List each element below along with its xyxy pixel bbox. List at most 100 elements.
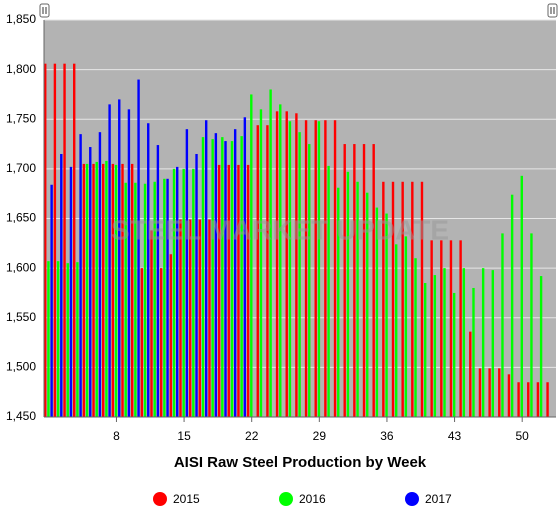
bar	[217, 164, 221, 417]
bar	[443, 268, 446, 417]
bar	[188, 219, 192, 417]
bar	[536, 382, 540, 417]
bar	[333, 120, 337, 418]
scroll-handle[interactable]	[39, 3, 50, 18]
bar	[214, 133, 218, 417]
bar	[227, 164, 230, 417]
y-tick-label: 1,850	[6, 12, 36, 26]
bar	[246, 164, 250, 417]
bar	[121, 163, 124, 417]
bar	[182, 168, 185, 417]
bar	[230, 141, 234, 417]
bar	[391, 181, 395, 417]
watermark: STEEL MARKET UPDATE	[111, 214, 449, 245]
bar	[517, 382, 520, 417]
y-tick-label: 1,550	[6, 310, 36, 324]
bar	[111, 163, 115, 417]
y-tick-label: 1,650	[6, 211, 36, 225]
bar	[507, 374, 511, 417]
bar	[243, 117, 247, 417]
bar	[185, 129, 189, 418]
bar	[198, 219, 201, 417]
bar	[195, 153, 198, 418]
bar	[539, 276, 543, 417]
x-tick-label: 29	[313, 429, 327, 443]
bar	[285, 111, 288, 417]
bar	[298, 132, 301, 417]
bar	[66, 263, 69, 417]
bar	[60, 153, 63, 418]
bar	[498, 368, 501, 417]
bar	[82, 163, 86, 417]
bar	[69, 166, 73, 417]
bar	[501, 233, 504, 417]
bar	[156, 145, 160, 417]
bar	[127, 109, 131, 417]
bar	[295, 113, 298, 418]
bar	[137, 79, 140, 418]
bar	[140, 268, 144, 417]
x-tick-label: 8	[113, 429, 120, 443]
bar	[423, 283, 427, 417]
bar	[124, 182, 127, 417]
legend-marker	[405, 492, 419, 506]
bar	[411, 181, 414, 417]
bar	[201, 137, 205, 418]
x-tick-label: 36	[380, 429, 394, 443]
bar	[147, 123, 150, 417]
bar	[546, 382, 549, 417]
bar	[279, 104, 282, 418]
bar	[50, 184, 53, 417]
bar	[233, 129, 237, 418]
bar	[53, 63, 57, 418]
bar	[224, 141, 227, 417]
bar	[153, 181, 156, 417]
bar	[469, 331, 472, 417]
bar	[510, 194, 514, 417]
y-tick-label: 1,450	[6, 409, 36, 423]
bar	[143, 183, 147, 417]
y-tick-label: 1,600	[6, 260, 36, 274]
bar	[92, 163, 95, 417]
bar	[105, 160, 108, 417]
bar	[159, 268, 163, 417]
bar	[488, 368, 491, 417]
bar	[385, 213, 388, 417]
bar	[343, 144, 346, 417]
bar	[256, 125, 259, 417]
bar	[440, 240, 443, 417]
y-tick-label: 1,800	[6, 62, 36, 76]
bar	[324, 120, 327, 418]
bar	[240, 136, 243, 417]
bar	[375, 207, 379, 417]
bar	[430, 240, 433, 417]
x-axis-label: AISI Raw Steel Production by Week	[174, 454, 427, 471]
bar	[79, 134, 82, 417]
bar	[134, 182, 137, 417]
bar	[382, 181, 385, 417]
bar	[179, 219, 182, 417]
legend-marker	[153, 492, 167, 506]
bar	[101, 163, 105, 417]
scroll-handle[interactable]	[547, 3, 558, 18]
x-tick-label: 43	[448, 429, 462, 443]
bar	[108, 104, 111, 418]
y-tick-label: 1,700	[6, 161, 36, 175]
legend-label: 2016	[299, 492, 326, 506]
bar	[63, 63, 66, 418]
bar	[266, 125, 269, 417]
bar	[259, 109, 263, 417]
bar	[353, 144, 356, 417]
bar	[346, 171, 350, 417]
bar	[150, 230, 153, 417]
bar	[169, 254, 173, 417]
bar	[269, 89, 272, 417]
bar	[163, 178, 166, 417]
bar	[172, 168, 176, 417]
y-tick-label: 1,500	[6, 360, 36, 374]
bar	[192, 168, 195, 417]
bar	[237, 164, 240, 417]
bar	[459, 240, 462, 417]
bar	[404, 236, 408, 417]
